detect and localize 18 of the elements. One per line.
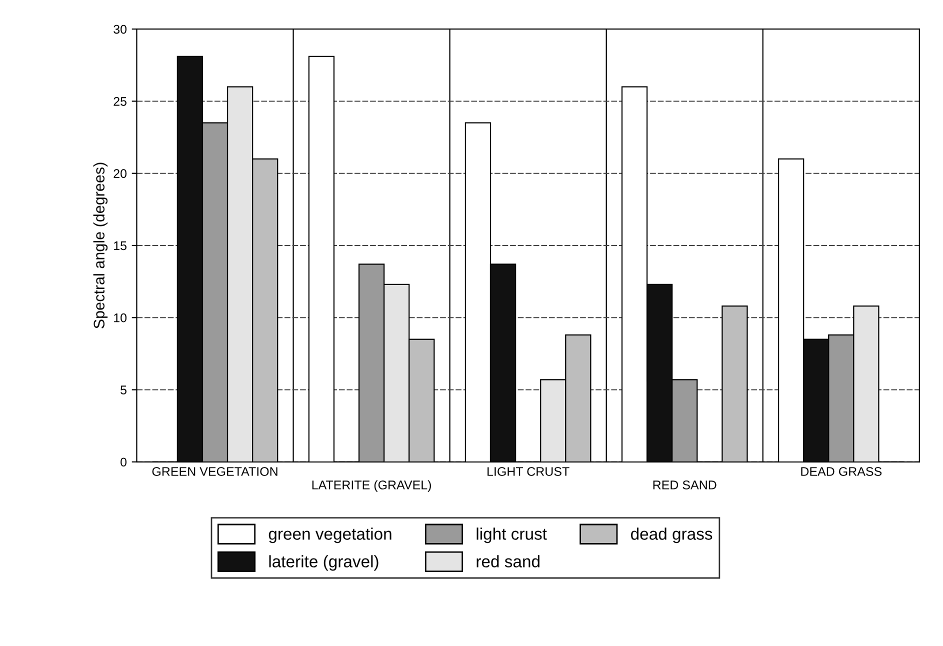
y-tick-label: 30	[114, 24, 127, 34]
legend-label: laterite (gravel)	[269, 555, 378, 571]
y-tick-label: 25	[114, 97, 126, 106]
x-tick-label: RED SAND	[653, 480, 716, 490]
legend-label: green vegetation	[268, 528, 392, 544]
y-axis-title: Spectral angle (degrees)	[93, 162, 108, 328]
legend-label: dead grass	[631, 528, 712, 544]
y-tick-label: 20	[114, 169, 127, 178]
x-tick-label: LATERITE (GRAVEL)	[312, 480, 431, 492]
x-tick-label: LIGHT CRUST	[488, 467, 570, 476]
y-tick-label: 5	[120, 386, 126, 394]
y-tick-label: 15	[114, 241, 126, 250]
y-tick-label: 10	[114, 313, 127, 322]
legend-label: red sand	[476, 555, 540, 568]
x-tick-label: DEAD GRASS	[801, 467, 882, 476]
x-tick-label: GREEN VEGETATION	[152, 467, 278, 476]
y-tick-label: 0	[120, 458, 127, 467]
legend-label: light crust	[476, 528, 547, 544]
